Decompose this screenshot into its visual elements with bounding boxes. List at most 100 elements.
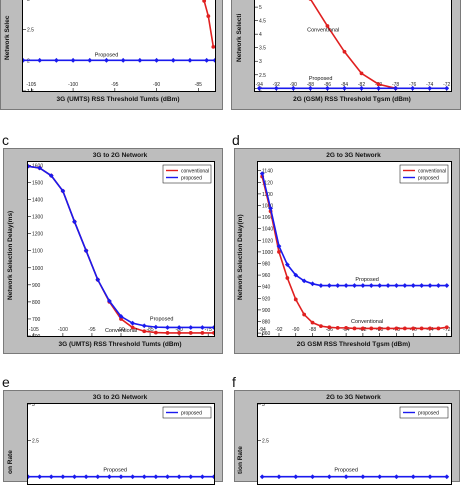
data-point [352,326,357,331]
data-point [106,474,112,480]
series-line-conventional [27,165,214,334]
panel-b-ylabel: Network Selecti [236,13,243,62]
panel-a-plot-area: -105 -100 -95 -90 -85 1.5 2 2.5 3 Proposed [20,0,218,95]
x-tick-label: -74 [426,82,433,88]
data-point [141,323,147,329]
x-tick-label: -86 [326,327,333,333]
x-tick-label: -100 [68,82,78,88]
data-point [70,57,76,63]
x-tick-label: -92 [273,82,280,88]
data-point [130,325,135,330]
panel-c-plot-area: -105 -100 -95 -90 -85 -80 -75 600 700 800 900 1000 1… [25,161,217,340]
data-point [342,49,347,54]
y-tick-label: 1300 [32,215,43,221]
y-tick-label: 920 [262,296,271,302]
data-point [285,276,290,280]
data-point [318,283,324,288]
data-point [165,325,170,330]
data-point [436,283,441,288]
panel-c-ylabel: Network Selection Delay(ms) [7,210,14,300]
data-point [87,57,93,63]
y-tick-label: 800 [32,300,41,306]
data-point [211,474,217,480]
x-tick-label: -90 [117,327,124,333]
x-tick-label: -95 [88,327,95,333]
panel-f-plot-area: 2.5 3 Proposed proposed [257,402,452,485]
x-tick-label: -95 [111,82,118,88]
data-point [310,320,315,325]
data-point [137,57,143,63]
data-point [83,474,89,480]
data-point [60,188,66,194]
data-point [293,272,299,278]
data-point [427,474,433,480]
data-point [325,24,330,28]
data-point [344,325,349,330]
data-point [376,85,381,91]
panel-letter-d: d [232,132,240,148]
annotation-label: Conventional [307,27,339,33]
y-tick-label: 4 [259,32,262,38]
x-tick-label: -88 [307,82,314,88]
data-point [428,326,432,331]
data-point [410,474,416,480]
data-point [310,474,315,480]
data-point [444,325,449,330]
panel-d-title: 2G to 3G Network [326,152,381,159]
data-point [25,474,31,480]
data-point [335,325,340,330]
y-tick-label: 700 [32,317,41,323]
data-point [212,57,218,63]
data-point [394,474,399,480]
panel-b-chart: -94-92-90-88-86-84-82-80-78-76-74-7222.5… [255,0,451,92]
panel-f-ylabel: tion Rate [237,446,244,474]
x-tick-label: -85 [146,327,153,333]
data-point [153,330,158,335]
panel-b-xlabel: 2G (GSM) RSS Threshold Tgsm (dBm) [293,96,411,103]
y-tick-label: 1000 [262,250,273,256]
data-point [37,57,43,63]
x-tick-label: -90 [290,82,297,88]
data-point [119,317,123,321]
y-tick-label: 3 [27,0,30,3]
data-point [394,283,399,288]
data-point [276,243,282,249]
x-tick-label: -84 [341,82,348,88]
data-point [293,474,299,480]
panel-e-chart: 2.5 3 Proposed proposed [25,402,217,480]
legend-label: proposed [418,410,439,416]
data-point [176,474,182,480]
legend-box [162,406,212,419]
data-point [20,57,26,63]
data-point [130,320,136,326]
x-tick-label: -72 [443,82,450,88]
y-tick-label: 860 [262,331,271,336]
y-tick-label: 600 [32,334,41,336]
data-point [284,262,290,268]
legend-label: proposed [181,175,202,181]
data-point [352,283,357,288]
y-tick-label: 1200 [32,232,43,238]
data-point [310,281,315,287]
panel-a-chart: -105 -100 -95 -90 -85 1.5 2 2.5 3 Proposed [20,0,218,95]
data-point [202,0,207,3]
data-point [319,324,323,329]
panel-e-plot-area: 2.5 3 Proposed proposed [25,402,217,485]
panel-a-ylabel: Network Selec [4,15,11,60]
panel-d-ylabel: Network Selection Delay(m) [237,214,244,300]
data-point [153,474,159,480]
data-point [48,474,54,480]
data-point [411,326,416,331]
legend-label: conventional [181,168,209,174]
data-point [118,313,124,319]
y-tick-label: 1000 [32,266,43,272]
data-point [444,474,450,480]
legend-box [399,164,449,184]
panel-c-title: 3G to 2G Network [92,152,148,159]
x-tick-label: -80 [176,327,183,333]
data-point [211,325,217,330]
data-point [302,312,307,317]
data-point [402,326,407,331]
data-point [386,326,390,331]
series-line-conventional [261,176,447,330]
